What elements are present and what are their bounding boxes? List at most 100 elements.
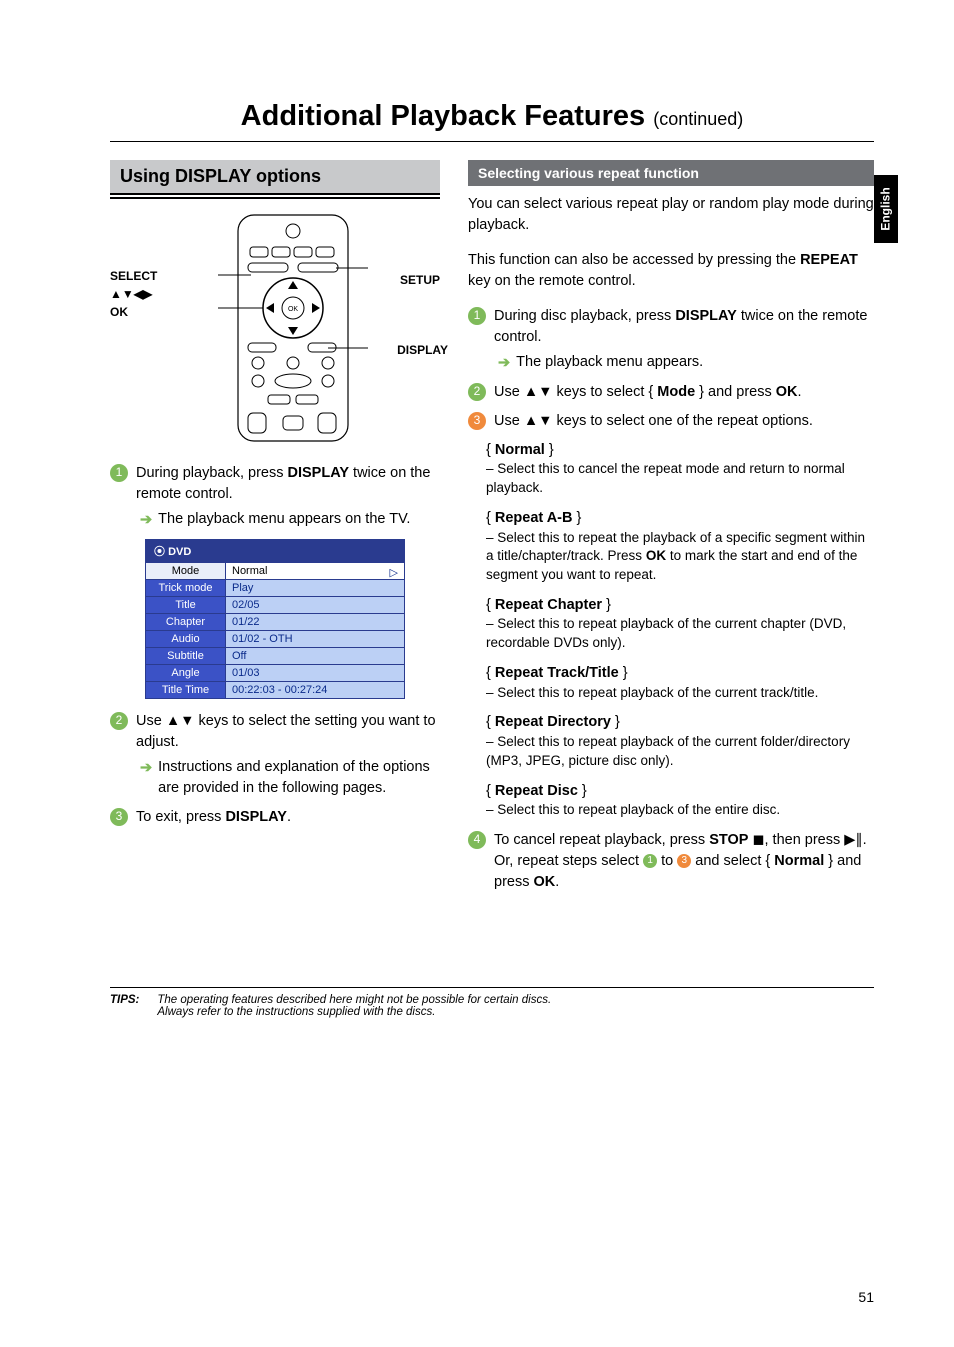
disc-icon: ⦿	[154, 546, 165, 558]
osd-header-text: DVD	[168, 546, 191, 558]
page-number: 51	[858, 1289, 874, 1305]
tips-rule	[110, 987, 874, 988]
osd-key: Audio	[146, 631, 226, 647]
repeat-option: { Repeat Chapter }– Select this to repea…	[486, 595, 874, 653]
osd-value: Normal▷	[226, 563, 404, 579]
step-bullet-1: 1	[110, 464, 128, 482]
osd-header: ⦿ DVD	[146, 540, 404, 562]
option-title: { Repeat Disc }	[486, 781, 874, 801]
osd-key: Mode	[146, 563, 226, 579]
label-setup: SETUP	[400, 273, 440, 287]
option-title: { Normal }	[486, 440, 874, 460]
label-display: DISPLAY	[397, 343, 448, 357]
remote-diagram: SELECT ▲▼◀▶ OK SETUP DISPLAY OK	[110, 213, 440, 453]
option-title: { Repeat Track/Title }	[486, 663, 874, 683]
osd-menu: ⦿ DVD ModeNormal▷Trick modePlayTitle02/0…	[145, 539, 405, 699]
right-step-4-text: To cancel repeat playback, press STOP ◼,…	[494, 830, 874, 893]
intro-2: This function can also be accessed by pr…	[468, 250, 874, 292]
page-title: Additional Playback Features (continued)	[110, 100, 874, 133]
osd-key: Title	[146, 597, 226, 613]
svg-text:OK: OK	[288, 306, 298, 313]
option-desc: – Select this to repeat playback of the …	[486, 615, 874, 653]
step-bullet-3: 3	[468, 412, 486, 430]
step-bullet-4: 4	[468, 831, 486, 849]
step-bullet-1: 1	[468, 307, 486, 325]
option-desc: – Select this to repeat playback of the …	[486, 801, 874, 820]
language-tab-label: English	[879, 187, 893, 230]
osd-value: 01/22	[226, 614, 404, 630]
language-tab: English	[874, 175, 898, 243]
step-bullet-2: 2	[110, 712, 128, 730]
right-step-1-sub: ➔ The playback menu appears.	[498, 352, 874, 374]
option-title: { Repeat A-B }	[486, 508, 874, 528]
triangle-icon: ▷	[390, 566, 398, 579]
osd-row: Angle01/03	[146, 664, 404, 681]
section-header: Using DISPLAY options	[110, 160, 440, 193]
osd-key: Chapter	[146, 614, 226, 630]
left-step-2: 2 Use ▲▼ keys to select the setting you …	[110, 711, 440, 753]
osd-row: Title Time00:22:03 - 00:27:24	[146, 681, 404, 698]
right-step-2: 2 Use ▲▼ keys to select { Mode } and pre…	[468, 382, 874, 403]
right-column: Selecting various repeat function You ca…	[468, 160, 874, 897]
osd-value: Off	[226, 648, 404, 664]
option-title: { Repeat Chapter }	[486, 595, 874, 615]
step-2-sub-text: Instructions and explanation of the opti…	[158, 757, 440, 799]
option-title: { Repeat Directory }	[486, 712, 874, 732]
step-1-sub-text: The playback menu appears on the TV.	[158, 509, 410, 531]
repeat-option: { Repeat A-B }– Select this to repeat th…	[486, 508, 874, 585]
tips-label: TIPS:	[110, 994, 139, 1018]
section-underline	[110, 193, 440, 199]
right-step-1-sub-text: The playback menu appears.	[516, 352, 703, 374]
left-step-1: 1 During playback, press DISPLAY twice o…	[110, 463, 440, 505]
intro-1: You can select various repeat play or ra…	[468, 194, 874, 236]
step-bullet-3: 3	[110, 808, 128, 826]
osd-value: 01/03	[226, 665, 404, 681]
osd-row: SubtitleOff	[146, 647, 404, 664]
option-desc: – Select this to cancel the repeat mode …	[486, 460, 874, 498]
right-step-1-text: During disc playback, press DISPLAY twic…	[494, 306, 874, 348]
repeat-option: { Repeat Disc }– Select this to repeat p…	[486, 781, 874, 820]
label-ok: OK	[110, 305, 128, 319]
osd-value: 00:22:03 - 00:27:24	[226, 682, 404, 698]
right-step-4: 4 To cancel repeat playback, press STOP …	[468, 830, 874, 893]
arrow-icon: ➔	[498, 353, 510, 374]
right-step-3: 3 Use ▲▼ keys to select one of the repea…	[468, 411, 874, 432]
right-step-2-text: Use ▲▼ keys to select { Mode } and press…	[494, 382, 802, 403]
sub-section-bar: Selecting various repeat function	[468, 160, 874, 186]
left-step-2-sub: ➔ Instructions and explanation of the op…	[140, 757, 440, 799]
content-columns: Using DISPLAY options SELECT ▲▼◀▶ OK SET…	[110, 160, 874, 897]
right-step-1: 1 During disc playback, press DISPLAY tw…	[468, 306, 874, 348]
osd-value: Play	[226, 580, 404, 596]
repeat-option: { Repeat Directory }– Select this to rep…	[486, 712, 874, 770]
osd-rows: ModeNormal▷Trick modePlayTitle02/05Chapt…	[146, 562, 404, 698]
osd-key: Subtitle	[146, 648, 226, 664]
osd-key: Trick mode	[146, 580, 226, 596]
option-desc: – Select this to repeat the playback of …	[486, 529, 874, 586]
repeat-options: { Normal }– Select this to cancel the re…	[468, 440, 874, 820]
tips-text: The operating features described here mi…	[157, 994, 551, 1018]
osd-key: Title Time	[146, 682, 226, 698]
left-step-1-sub: ➔ The playback menu appears on the TV.	[140, 509, 440, 531]
osd-value: 01/02 - OTH	[226, 631, 404, 647]
option-desc: – Select this to repeat playback of the …	[486, 684, 874, 703]
step-2-text: Use ▲▼ keys to select the setting you wa…	[136, 711, 440, 753]
osd-row: ModeNormal▷	[146, 562, 404, 579]
tips-block: TIPS: The operating features described h…	[110, 994, 874, 1018]
osd-row: Audio01/02 - OTH	[146, 630, 404, 647]
arrow-icon: ➔	[140, 510, 152, 531]
step-1-text: During playback, press DISPLAY twice on …	[136, 463, 440, 505]
title-suffix: (continued)	[653, 109, 743, 129]
repeat-option: { Repeat Track/Title }– Select this to r…	[486, 663, 874, 702]
osd-key: Angle	[146, 665, 226, 681]
label-arrows: ▲▼◀▶	[110, 287, 152, 301]
title-main: Additional Playback Features	[241, 100, 646, 132]
label-select: SELECT	[110, 269, 157, 283]
repeat-option: { Normal }– Select this to cancel the re…	[486, 440, 874, 498]
left-column: Using DISPLAY options SELECT ▲▼◀▶ OK SET…	[110, 160, 440, 897]
option-desc: – Select this to repeat playback of the …	[486, 733, 874, 771]
left-step-3: 3 To exit, press DISPLAY.	[110, 807, 440, 828]
remote-svg: OK	[218, 213, 368, 443]
right-step-3-text: Use ▲▼ keys to select one of the repeat …	[494, 411, 813, 432]
osd-row: Title02/05	[146, 596, 404, 613]
title-rule	[110, 141, 874, 142]
